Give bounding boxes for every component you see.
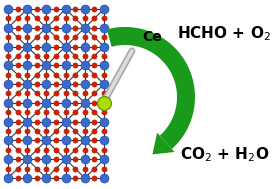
Text: Ce: Ce xyxy=(142,30,162,44)
Text: CO$_2$ + H$_2$O: CO$_2$ + H$_2$O xyxy=(180,146,269,164)
Polygon shape xyxy=(107,27,195,149)
Text: HCHO + O$_2$: HCHO + O$_2$ xyxy=(177,25,271,43)
Polygon shape xyxy=(152,133,175,154)
